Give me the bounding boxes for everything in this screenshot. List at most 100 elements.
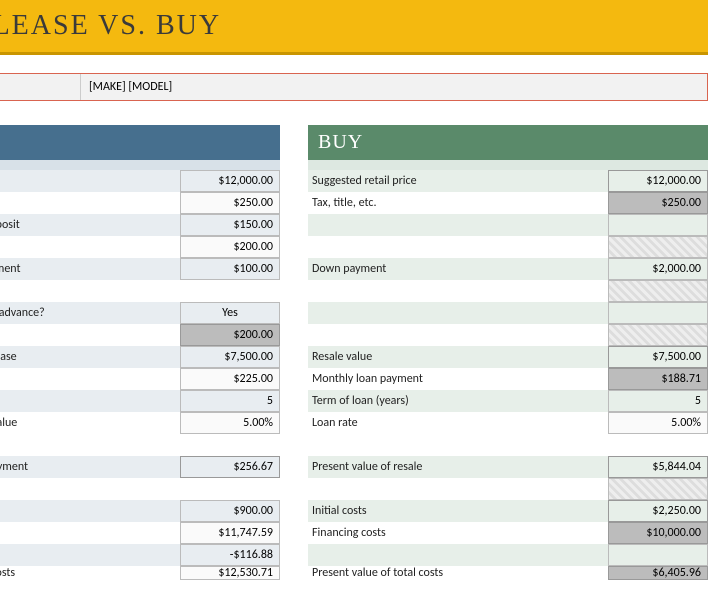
row-value [608,478,708,500]
row-label: Loan rate [308,412,608,434]
row-value [608,214,708,236]
row-value[interactable]: Yes [180,302,280,324]
row-label: Financing costs [308,522,608,544]
row-label: Suggested retail price [0,170,180,192]
row-value: $10,000.00 [608,522,708,544]
table-row: Present value of total costs$12,530.71 [0,566,280,580]
table-row: Present value of resale$5,844.04 [308,456,708,478]
table-row: Tax, title, etc.$250.00 [308,192,708,214]
row-label: Present value of last payment [0,456,180,478]
row-label: Present value of resale [308,456,608,478]
row-value[interactable]: 5 [180,390,280,412]
table-row [308,236,708,258]
buy-column: BUY Suggested retail price$12,000.00Tax,… [308,125,708,580]
row-label: Last month payment in advance? [0,302,180,324]
table-row: Present value of refund-$116.88 [0,544,280,566]
columns: E Suggested retail price$12,000.00Tax, t… [0,125,708,580]
lease-rows: Suggested retail price$12,000.00Tax, tit… [0,170,280,580]
row-value [608,236,708,258]
row-label [308,434,608,456]
row-value: $188.71 [608,368,708,390]
table-row [308,434,708,456]
row-value[interactable]: -$116.88 [180,544,280,566]
row-label: Lease term (years) [0,390,180,412]
table-row [0,434,280,456]
table-row: Suggested retail price$12,000.00 [0,170,280,192]
table-row: Refundable security deposit$150.00 [0,214,280,236]
row-label: Resale price at end of lease [0,346,180,368]
row-label: Monthly loan payment [308,368,608,390]
table-row: Term of loan (years)5 [308,390,708,412]
table-row: Present value of last payment$256.67 [0,456,280,478]
row-value: $7,500.00 [608,346,708,368]
row-value[interactable]: $12,000.00 [180,170,280,192]
table-row: First month's payment$200.00 [0,236,280,258]
row-label: Suggested retail price [308,170,608,192]
table-row: Cap cost reduction payment$100.00 [0,258,280,280]
table-row: Financing costs$10,000.00 [308,522,708,544]
row-value [608,280,708,302]
row-label: First month's payment [0,236,180,258]
row-value[interactable]: 5.00% [608,412,708,434]
row-value[interactable]: $11,747.59 [180,522,280,544]
buy-rows: Suggested retail price$12,000.00Tax, tit… [308,170,708,580]
row-label: Present value of total costs [308,566,608,580]
row-label [308,478,608,500]
table-row: Present value of total costs$6,405.96 [308,566,708,580]
row-value: $2,250.00 [608,500,708,522]
row-label: Financing costs [0,522,180,544]
row-label [0,280,180,302]
lease-header: E [0,125,280,160]
row-label [308,236,608,258]
table-row [308,302,708,324]
row-label [0,478,180,500]
row-value[interactable]: $12,530.71 [180,566,280,580]
table-row: Financing costs$11,747.59 [0,522,280,544]
lease-stripe [0,160,280,170]
table-row: Last month payment in advance?Yes [0,302,280,324]
row-label [308,280,608,302]
model-label: MODEL [0,74,81,100]
table-row: Down payment$2,000.00 [308,258,708,280]
model-value[interactable]: [MAKE] [MODEL] [81,74,707,100]
table-row [0,280,280,302]
row-label: Amount (if yes) [0,324,180,346]
row-label: Present value of total costs [0,566,180,580]
row-value[interactable]: $200.00 [180,236,280,258]
row-label: Present value of refund [0,544,180,566]
row-value[interactable]: $2,000.00 [608,258,708,280]
row-value[interactable]: $7,500.00 [180,346,280,368]
row-value [608,324,708,346]
row-value[interactable]: $250.00 [180,192,280,214]
row-label: Cap cost reduction payment [0,258,180,280]
row-label: Tax, title, etc. [0,192,180,214]
table-row: Resale price at end of lease$7,500.00 [0,346,280,368]
table-row [308,478,708,500]
row-value: $6,405.96 [608,566,708,580]
table-row: Resale value$7,500.00 [308,346,708,368]
table-row [308,544,708,566]
row-label: Initial costs [0,500,180,522]
table-row: Initial costs$900.00 [0,500,280,522]
row-label [308,302,608,324]
table-row [308,280,708,302]
table-row: Rate used for present value5.00% [0,412,280,434]
row-value[interactable]: $100.00 [180,258,280,280]
row-value[interactable]: 5 [608,390,708,412]
row-value[interactable]: $225.00 [180,368,280,390]
buy-header: BUY [308,125,708,160]
table-row: Tax, title, etc.$250.00 [0,192,280,214]
row-label: Rate used for present value [0,412,180,434]
row-value: $250.00 [608,192,708,214]
row-value: $12,000.00 [608,170,708,192]
buy-stripe [308,160,708,170]
table-row: Initial costs$2,250.00 [308,500,708,522]
row-value[interactable]: 5.00% [180,412,280,434]
row-value[interactable]: $150.00 [180,214,280,236]
row-value: $200.00 [180,324,280,346]
row-label [308,544,608,566]
table-row: Loan rate5.00% [308,412,708,434]
row-value[interactable]: $900.00 [180,500,280,522]
table-row: Monthly lease payment$225.00 [0,368,280,390]
row-label: Tax, title, etc. [308,192,608,214]
